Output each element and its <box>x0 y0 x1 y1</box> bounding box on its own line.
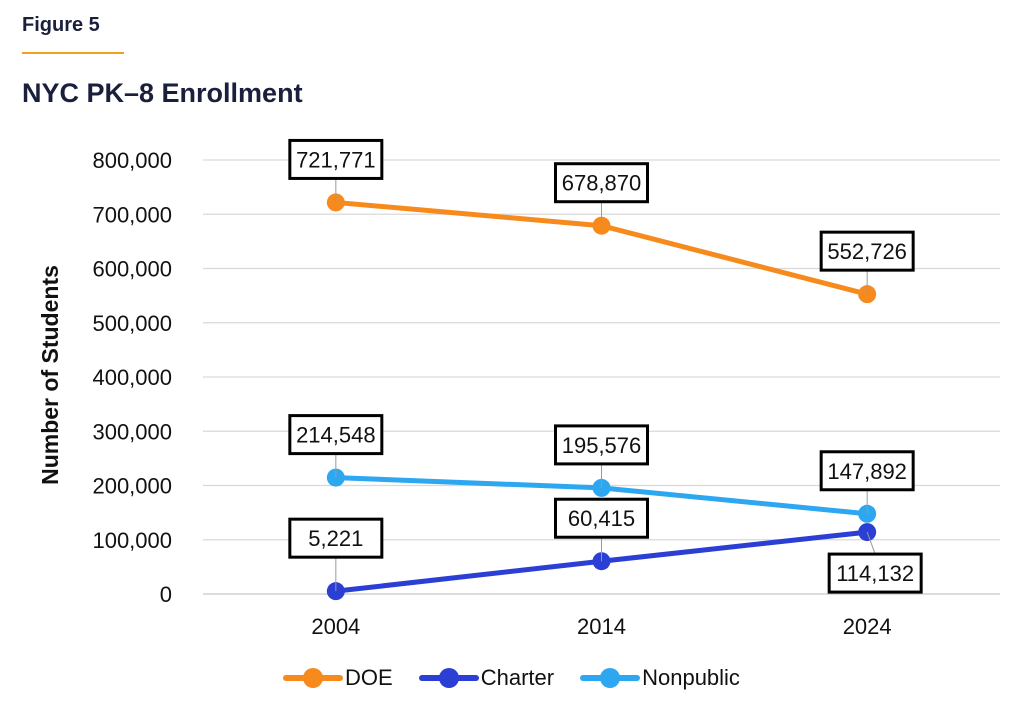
y-axis-label: Number of Students <box>37 265 63 485</box>
legend-swatch-doe <box>283 664 344 692</box>
doe-label-box <box>819 230 915 272</box>
charter-label-box <box>288 517 384 559</box>
y-tick-label: 600,000 <box>92 257 172 282</box>
nonpublic-data-label: 214,548 <box>296 423 376 448</box>
nonpublic-data-label: 195,576 <box>562 433 642 458</box>
legend-item-doe: DOE <box>283 664 393 692</box>
charter-data-label: 114,132 <box>836 561 914 586</box>
x-tick-label: 2014 <box>577 614 626 639</box>
doe-label-box <box>288 138 384 180</box>
doe-data-label: 552,726 <box>827 239 907 264</box>
legend-swatch-nonpublic <box>580 664 641 692</box>
nonpublic-label-box <box>554 424 649 466</box>
y-tick-label: 300,000 <box>92 419 172 444</box>
legend-item-nonpublic: Nonpublic <box>580 664 740 692</box>
y-tick-label: 100,000 <box>92 528 172 553</box>
nonpublic-label-box <box>819 450 915 492</box>
legend-label-nonpublic: Nonpublic <box>642 665 740 690</box>
charter-data-label: 60,415 <box>568 506 635 531</box>
nonpublic-label-box <box>288 414 384 456</box>
charter-data-label: 5,221 <box>308 526 363 551</box>
y-tick-label: 400,000 <box>92 365 172 390</box>
chart-title: NYC PK–8 Enrollment <box>22 78 303 108</box>
charter-label-box <box>827 552 923 594</box>
doe-data-label: 721,771 <box>296 147 376 172</box>
figure-label: Figure 5 <box>22 14 100 36</box>
chart-legend: DOE Charter Nonpublic <box>0 664 1023 692</box>
y-tick-label: 800,000 <box>92 148 172 173</box>
legend-item-charter: Charter <box>418 664 555 692</box>
charter-label-leader <box>866 531 876 555</box>
legend-label-charter: Charter <box>480 665 555 690</box>
charter-label-box <box>554 497 649 539</box>
legend-label-doe: DOE <box>345 665 393 690</box>
y-tick-label: 0 <box>160 582 172 607</box>
nonpublic-data-label: 147,892 <box>827 459 907 484</box>
doe-data-label: 678,870 <box>562 171 642 196</box>
y-tick-label: 200,000 <box>92 474 172 499</box>
y-tick-label: 500,000 <box>92 311 172 336</box>
legend-swatch-charter <box>418 664 479 692</box>
x-tick-label: 2024 <box>843 614 892 639</box>
figure-label-underline <box>22 52 124 54</box>
x-tick-label: 2004 <box>311 614 360 639</box>
doe-label-box <box>554 162 649 204</box>
y-tick-label: 700,000 <box>92 202 172 227</box>
